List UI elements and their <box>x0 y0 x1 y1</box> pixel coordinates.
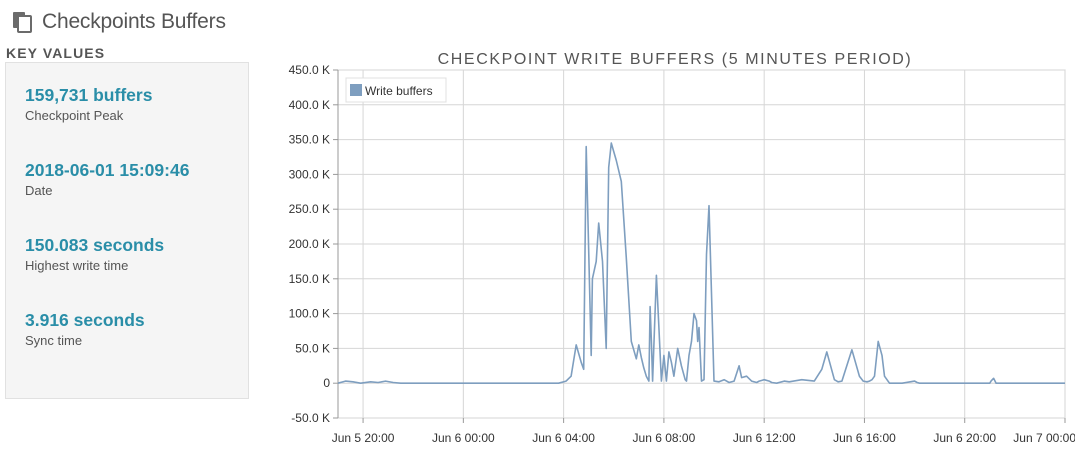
y-tick-label: 400.0 K <box>289 98 330 112</box>
y-tick-label: 100.0 K <box>289 307 330 321</box>
kv-value: 3.916 seconds <box>25 310 145 330</box>
y-tick-label: 250.0 K <box>289 202 330 216</box>
chart-title: CHECKPOINT WRITE BUFFERS (5 MINUTES PERI… <box>438 51 913 68</box>
x-tick-label: Jun 6 08:00 <box>633 431 696 445</box>
page-title: Checkpoints Buffers <box>42 10 226 33</box>
kv-checkpoint-peak: 159,731 buffers Checkpoint Peak <box>25 84 152 123</box>
y-tick-label: -50.0 K <box>291 411 330 425</box>
x-tick-label: Jun 6 12:00 <box>733 431 796 445</box>
y-tick-label: 350.0 K <box>289 133 330 147</box>
kv-value: 150.083 seconds <box>25 235 165 255</box>
legend-box <box>345 77 447 103</box>
key-values-title: KEY VALUES <box>6 45 106 61</box>
kv-highest-write-time: 150.083 seconds Highest write time <box>25 234 164 273</box>
kv-value: 2018-06-01 15:09:46 <box>25 160 190 180</box>
y-tick-label: 300.0 K <box>289 167 330 181</box>
chart-svg: CHECKPOINT WRITE BUFFERS (5 MINUTES PERI… <box>289 51 1077 445</box>
x-tick-label: Jun 7 00:00 <box>1013 431 1075 445</box>
legend-label: Write buffers <box>365 84 433 98</box>
key-values-panel: 159,731 buffers Checkpoint Peak 2018-06-… <box>5 62 249 399</box>
kv-label: Highest write time <box>25 258 129 273</box>
page-header: Checkpoints Buffers <box>10 8 226 36</box>
y-tick-label: 0 <box>323 376 330 390</box>
kv-sync-time: 3.916 seconds Sync time <box>25 309 145 348</box>
copy-icon <box>13 12 32 33</box>
checkpoint-chart: CHECKPOINT WRITE BUFFERS (5 MINUTES PERI… <box>270 42 1077 452</box>
y-tick-label: 450.0 K <box>289 63 330 77</box>
x-tick-label: Jun 5 20:00 <box>332 431 395 445</box>
x-tick-label: Jun 6 16:00 <box>833 431 896 445</box>
x-tick-label: Jun 6 04:00 <box>532 431 595 445</box>
y-tick-label: 50.0 K <box>295 341 330 355</box>
kv-label: Sync time <box>25 333 83 348</box>
kv-value: 159,731 buffers <box>25 85 153 105</box>
kv-date: 2018-06-01 15:09:46 Date <box>25 159 189 198</box>
kv-label: Date <box>25 183 53 198</box>
legend-swatch <box>350 84 362 96</box>
y-tick-label: 200.0 K <box>289 237 330 251</box>
kv-label: Checkpoint Peak <box>25 108 124 123</box>
y-tick-label: 150.0 K <box>289 272 330 286</box>
x-tick-label: Jun 6 00:00 <box>432 431 495 445</box>
series-line-write-buffers <box>337 142 1065 385</box>
x-tick-label: Jun 6 20:00 <box>933 431 996 445</box>
